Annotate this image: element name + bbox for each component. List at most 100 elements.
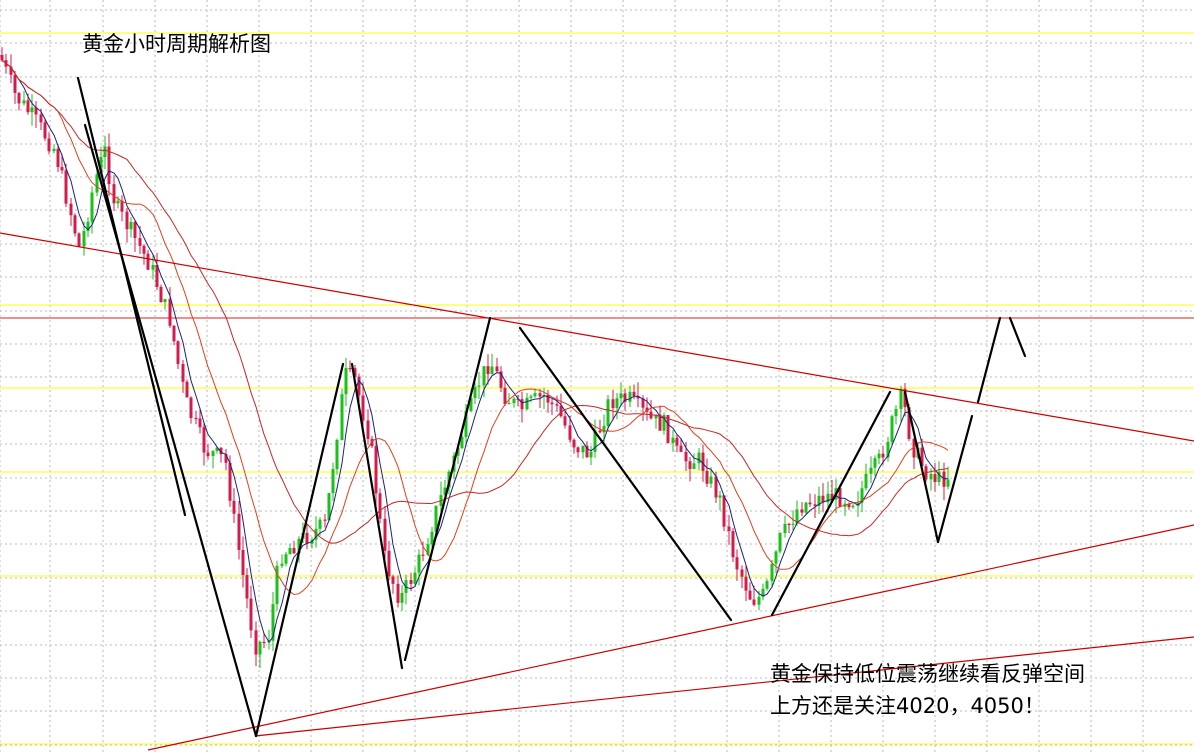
candle-body-193 — [830, 493, 834, 500]
candle-body-182 — [783, 523, 787, 534]
candle-body-65 — [280, 563, 284, 566]
candle-body-36 — [155, 264, 159, 287]
candle-body-27 — [116, 200, 120, 204]
candle-body-100 — [430, 531, 434, 545]
candle-body-31 — [133, 221, 137, 239]
candle-body-209 — [899, 388, 903, 409]
candle-body-11 — [47, 138, 51, 152]
candle-body-50 — [215, 447, 219, 452]
candle-body-201 — [864, 473, 868, 489]
annotation-text-1: 黄金保持低位震荡继续看反弹空间 — [770, 662, 1085, 686]
candle-body-103 — [443, 487, 447, 496]
candle-body-135 — [581, 445, 585, 453]
candle-body-99 — [426, 544, 430, 555]
candle-body-132 — [568, 425, 572, 440]
candle-body-48 — [206, 452, 210, 457]
candle-body-158 — [679, 445, 683, 452]
candle-body-29 — [125, 211, 129, 230]
candle-body-154 — [662, 415, 666, 431]
candle-body-156 — [671, 437, 675, 444]
candle-body-169 — [727, 526, 731, 532]
candle-body-124 — [533, 393, 537, 397]
candle-body-91 — [391, 576, 395, 584]
candle-body-88 — [378, 493, 382, 519]
candle-body-111 — [477, 385, 481, 387]
candle-body-123 — [529, 396, 533, 398]
candle-body-32 — [138, 238, 142, 246]
candle-body-173 — [744, 576, 748, 591]
candle-body-106 — [456, 447, 460, 456]
candle-body-220 — [946, 479, 950, 487]
candle-body-110 — [473, 386, 477, 398]
candle-body-35 — [151, 264, 155, 270]
candle-body-140 — [602, 425, 606, 433]
candle-body-199 — [856, 502, 860, 506]
candle-body-170 — [731, 531, 735, 558]
candle-body-214 — [920, 447, 924, 467]
candle-body-166 — [714, 476, 718, 498]
candle-body-49 — [211, 451, 215, 457]
candle-body-146 — [628, 391, 632, 402]
candle-body-128 — [550, 402, 554, 405]
candle-body-12 — [52, 148, 56, 152]
candle-body-150 — [645, 407, 649, 412]
candle-body-113 — [486, 366, 490, 375]
candle-body-200 — [860, 488, 864, 503]
candle-body-206 — [886, 441, 890, 458]
candle-body-68 — [292, 547, 296, 554]
candle-body-211 — [907, 407, 911, 439]
candle-body-216 — [929, 474, 933, 480]
candle-body-23 — [99, 157, 103, 175]
candle-body-60 — [258, 641, 262, 655]
candle-body-25 — [107, 146, 111, 185]
candle-body-205 — [881, 453, 885, 458]
candle-body-155 — [666, 415, 670, 444]
candle-body-159 — [684, 451, 688, 462]
candle-body-167 — [718, 495, 722, 498]
candle-body-112 — [482, 366, 486, 386]
candle-body-86 — [370, 438, 374, 447]
candle-body-44 — [189, 397, 193, 418]
candle-body-217 — [933, 474, 937, 483]
candle-body-191 — [821, 495, 825, 503]
candle-body-76 — [327, 493, 331, 521]
candle-body-203 — [873, 458, 877, 468]
candle-body-61 — [262, 641, 266, 644]
candle-body-78 — [335, 440, 339, 470]
candle-body-168 — [722, 495, 726, 527]
candle-body-125 — [538, 393, 542, 397]
candle-body-139 — [598, 430, 602, 433]
wave-line-7 — [903, 390, 940, 544]
candle-body-14 — [60, 167, 64, 171]
candle-body-7 — [30, 107, 34, 113]
moving-averages — [1, 59, 949, 643]
candle-body-172 — [740, 569, 744, 577]
wave-line-9 — [976, 316, 1002, 404]
candle-body-69 — [297, 538, 301, 554]
candle-body-185 — [795, 509, 799, 524]
candle-body-28 — [120, 200, 124, 212]
candle-body-121 — [520, 399, 524, 410]
candle-body-87 — [374, 446, 378, 494]
wave-lines — [76, 76, 1027, 738]
candle-body-6 — [26, 100, 30, 113]
candle-body-186 — [800, 509, 804, 513]
candle-body-127 — [546, 394, 550, 403]
annotation-text-2: 上方还是关注4020，4050！ — [770, 694, 1045, 718]
candle-body-181 — [778, 533, 782, 552]
candle-body-90 — [387, 550, 391, 577]
wave-line-4 — [403, 316, 492, 662]
candle-body-81 — [348, 368, 352, 370]
wave-line-8 — [936, 414, 974, 544]
candle-body-47 — [202, 427, 206, 453]
candle-body-130 — [559, 405, 563, 417]
trend-line-0 — [0, 232, 1194, 442]
candle-body-97 — [417, 554, 421, 573]
candle-body-108 — [464, 410, 468, 437]
candle-body-92 — [396, 583, 400, 603]
candle-body-212 — [912, 438, 916, 458]
candle-body-115 — [495, 366, 499, 372]
candle-body-66 — [284, 554, 288, 564]
